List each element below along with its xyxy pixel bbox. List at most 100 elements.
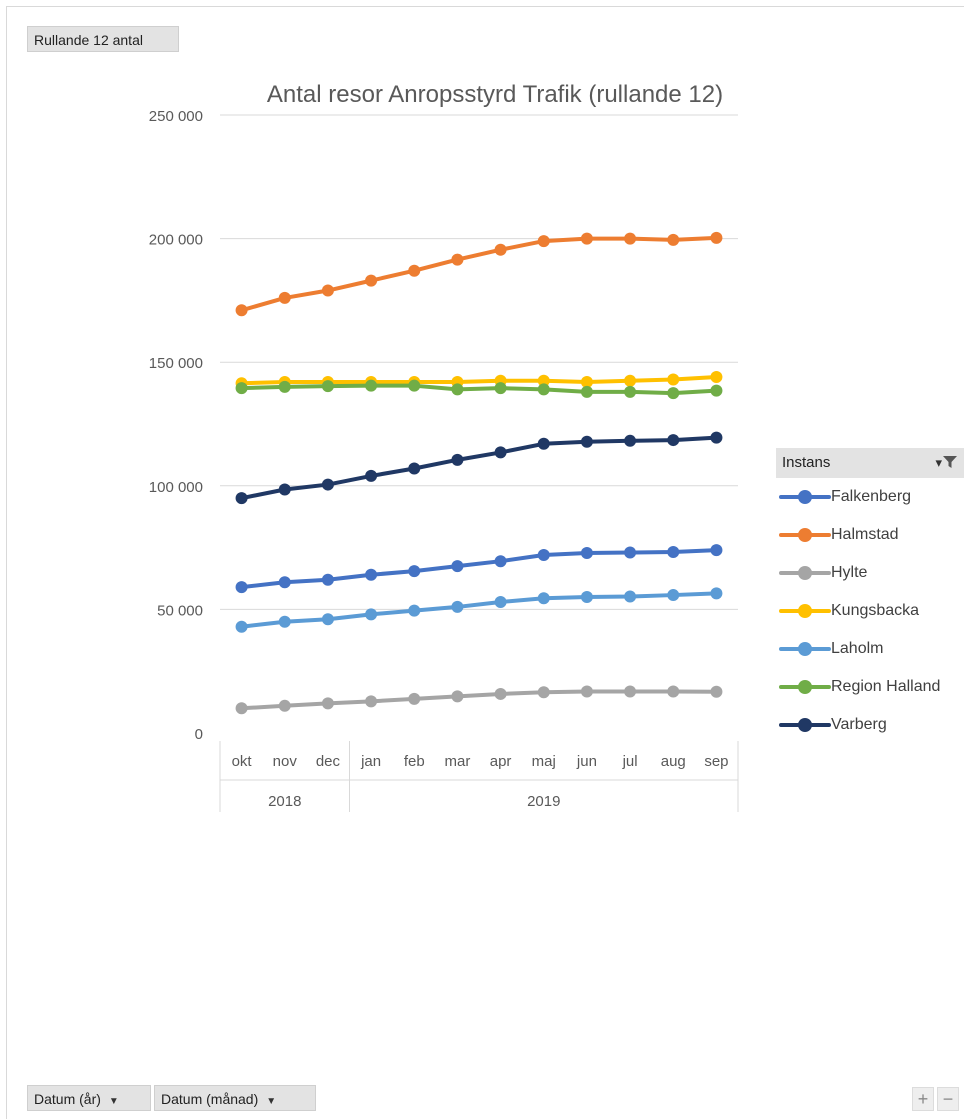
- legend-field-label: Instans: [782, 454, 831, 471]
- data-point: [667, 434, 680, 447]
- y-tick-label: 50 000: [157, 602, 203, 619]
- data-point: [624, 546, 637, 559]
- data-point: [494, 555, 507, 568]
- data-point: [321, 380, 334, 393]
- filter-icon[interactable]: ▾: [935, 448, 958, 478]
- y-tick-label: 100 000: [149, 479, 203, 496]
- data-point: [667, 546, 680, 559]
- data-point: [278, 291, 291, 304]
- data-point: [710, 384, 723, 397]
- series-line-region-halland: [239, 383, 719, 396]
- axis-field-month-button[interactable]: Datum (månad) ▼: [154, 1085, 316, 1111]
- zoom-in-button[interactable]: +: [912, 1087, 934, 1111]
- legend-item[interactable]: Halmstad: [776, 516, 964, 554]
- dropdown-arrow-icon: ▼: [266, 1096, 277, 1107]
- data-point: [408, 462, 421, 475]
- x-tick-label: maj: [532, 753, 556, 770]
- series-line-hylte: [239, 689, 719, 711]
- value-field-label: Rullande 12 antal: [34, 32, 143, 48]
- data-point: [321, 573, 334, 586]
- x-tick-label: nov: [273, 753, 298, 770]
- data-point: [321, 478, 334, 491]
- legend-label: Varberg: [831, 716, 887, 733]
- data-point: [667, 233, 680, 246]
- data-point: [580, 232, 593, 245]
- data-point: [710, 685, 723, 698]
- data-point: [451, 453, 464, 466]
- y-tick-label: 150 000: [149, 355, 203, 372]
- dropdown-arrow-icon: ▼: [108, 1096, 119, 1107]
- x-tick-label: jun: [576, 753, 597, 770]
- data-point: [321, 697, 334, 710]
- data-point: [494, 687, 507, 700]
- data-point: [451, 383, 464, 396]
- data-point: [710, 371, 723, 384]
- data-point: [365, 379, 378, 392]
- data-point: [278, 380, 291, 393]
- data-point: [580, 385, 593, 398]
- data-point: [278, 699, 291, 712]
- data-point: [624, 685, 637, 698]
- x-tick-label: dec: [316, 753, 341, 770]
- data-point: [365, 274, 378, 287]
- legend-label: Halmstad: [831, 526, 899, 543]
- legend-marker-icon: [779, 490, 831, 504]
- chart-title: Antal resor Anropsstyrd Trafik (rullande…: [267, 81, 723, 108]
- data-point: [408, 379, 421, 392]
- legend-label: Region Halland: [831, 678, 941, 695]
- legend-field-button[interactable]: Instans ▾: [776, 448, 964, 478]
- x-tick-label: apr: [490, 753, 512, 770]
- data-point: [667, 373, 680, 386]
- data-point: [580, 375, 593, 388]
- data-point: [235, 581, 248, 594]
- data-point: [408, 604, 421, 617]
- data-point: [451, 253, 464, 266]
- series-line-falkenberg: [239, 548, 719, 590]
- legend-item[interactable]: Falkenberg: [776, 478, 964, 516]
- series-line-kungsbacka: [239, 375, 719, 386]
- data-point: [321, 613, 334, 626]
- data-point: [494, 382, 507, 395]
- zoom-out-button[interactable]: −: [937, 1087, 959, 1111]
- legend-item[interactable]: Kungsbacka: [776, 592, 964, 630]
- legend-item[interactable]: Region Halland: [776, 668, 964, 706]
- legend-label: Kungsbacka: [831, 602, 920, 619]
- x-group-label: 2018: [268, 793, 301, 810]
- data-point: [580, 435, 593, 448]
- data-point: [537, 549, 550, 562]
- legend-item[interactable]: Varberg: [776, 706, 964, 744]
- data-point: [235, 492, 248, 505]
- legend-item[interactable]: Laholm: [776, 630, 964, 668]
- chart-frame: [6, 6, 964, 1119]
- legend-item[interactable]: Hylte: [776, 554, 964, 592]
- data-point: [710, 544, 723, 557]
- data-point: [278, 576, 291, 589]
- data-point: [494, 595, 507, 608]
- data-point: [278, 483, 291, 496]
- x-tick-label: okt: [232, 753, 253, 770]
- data-point: [624, 232, 637, 245]
- data-point: [321, 284, 334, 297]
- data-point: [624, 590, 637, 603]
- axis-field-year-label: Datum (år): [34, 1091, 101, 1107]
- data-point: [408, 692, 421, 705]
- data-point: [451, 690, 464, 703]
- data-point: [278, 615, 291, 628]
- legend-marker-icon: [779, 642, 831, 656]
- legend-marker-icon: [779, 604, 831, 618]
- data-point: [624, 374, 637, 387]
- data-point: [710, 587, 723, 600]
- x-tick-label: aug: [661, 753, 686, 770]
- x-tick-label: jan: [360, 753, 381, 770]
- data-point: [537, 235, 550, 248]
- data-point: [408, 565, 421, 578]
- legend-marker-icon: [779, 528, 831, 542]
- value-field-button[interactable]: Rullande 12 antal: [27, 26, 179, 52]
- data-point: [494, 243, 507, 256]
- legend-marker-icon: [779, 566, 831, 580]
- y-tick-label: 200 000: [149, 232, 203, 249]
- series-line-varberg: [239, 435, 719, 501]
- axis-field-year-button[interactable]: Datum (år) ▼: [27, 1085, 151, 1111]
- data-point: [710, 431, 723, 444]
